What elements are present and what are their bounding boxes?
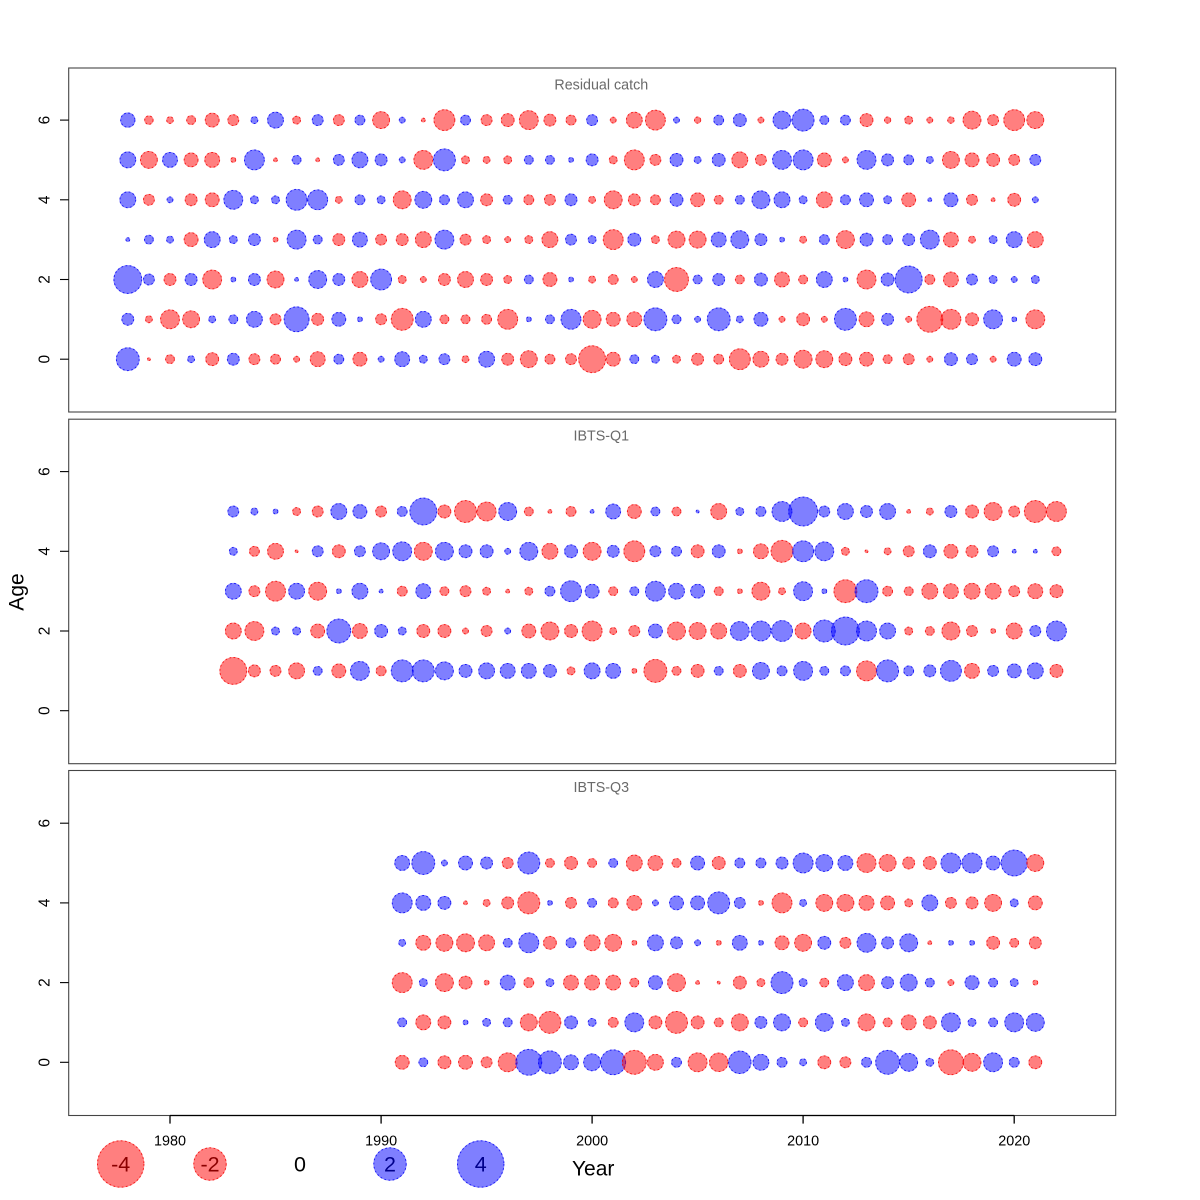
svg-text:0: 0 (37, 1058, 54, 1067)
svg-text:2: 2 (37, 978, 54, 987)
svg-text:6: 6 (37, 467, 54, 476)
svg-text:2: 2 (37, 627, 54, 636)
svg-text:IBTS-Q3: IBTS-Q3 (573, 780, 629, 796)
svg-text:Residual catch: Residual catch (554, 77, 648, 93)
svg-text:4: 4 (475, 1153, 487, 1177)
svg-text:0: 0 (37, 706, 54, 715)
svg-text:-4: -4 (111, 1153, 130, 1177)
svg-text:Year: Year (572, 1157, 614, 1180)
svg-text:1990: 1990 (365, 1133, 397, 1149)
svg-text:6: 6 (37, 116, 54, 125)
svg-text:0: 0 (37, 355, 54, 364)
svg-text:2: 2 (384, 1153, 396, 1177)
svg-text:6: 6 (37, 819, 54, 828)
svg-text:1980: 1980 (154, 1133, 186, 1149)
svg-text:Age: Age (6, 573, 29, 610)
svg-text:4: 4 (37, 547, 54, 556)
svg-text:2010: 2010 (787, 1133, 819, 1149)
svg-text:2: 2 (37, 275, 54, 284)
svg-text:2020: 2020 (998, 1133, 1030, 1149)
svg-text:4: 4 (37, 898, 54, 907)
svg-text:4: 4 (37, 195, 54, 204)
svg-text:-2: -2 (200, 1153, 219, 1177)
svg-text:IBTS-Q1: IBTS-Q1 (573, 429, 629, 445)
svg-text:2000: 2000 (576, 1133, 608, 1149)
svg-text:0: 0 (294, 1153, 306, 1177)
